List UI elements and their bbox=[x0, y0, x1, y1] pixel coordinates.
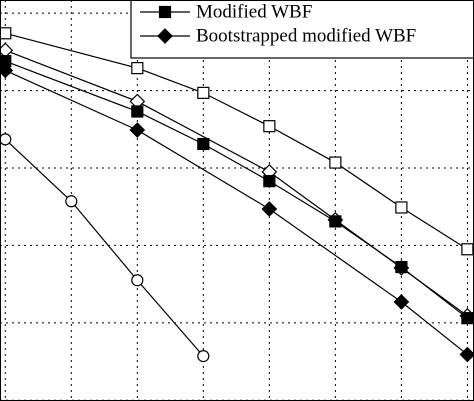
marker bbox=[65, 195, 78, 208]
marker bbox=[329, 215, 342, 228]
marker bbox=[131, 62, 144, 75]
marker bbox=[197, 86, 210, 99]
marker bbox=[393, 294, 410, 310]
series-line bbox=[4, 138, 204, 357]
legend-label: Bootstrapped modified WBF bbox=[196, 25, 416, 46]
marker bbox=[131, 105, 144, 118]
marker bbox=[197, 350, 210, 363]
marker bbox=[158, 5, 172, 19]
marker bbox=[131, 274, 144, 287]
marker bbox=[261, 201, 278, 217]
marker bbox=[0, 133, 12, 146]
marker bbox=[461, 243, 474, 256]
legend: Modified WBF Bootstrapped modified WBF bbox=[130, 0, 474, 59]
marker bbox=[263, 120, 276, 133]
series-line bbox=[5, 49, 468, 317]
legend-box bbox=[130, 0, 474, 59]
marker bbox=[461, 312, 474, 325]
series-line bbox=[5, 32, 468, 250]
marker bbox=[329, 156, 342, 169]
marker bbox=[197, 137, 210, 151]
marker bbox=[395, 260, 408, 274]
marker bbox=[263, 175, 276, 188]
legend-label: Modified WBF bbox=[196, 1, 312, 22]
marker bbox=[459, 346, 474, 363]
marker bbox=[129, 122, 146, 138]
marker bbox=[157, 28, 173, 44]
marker bbox=[0, 27, 12, 40]
marker bbox=[395, 201, 408, 214]
